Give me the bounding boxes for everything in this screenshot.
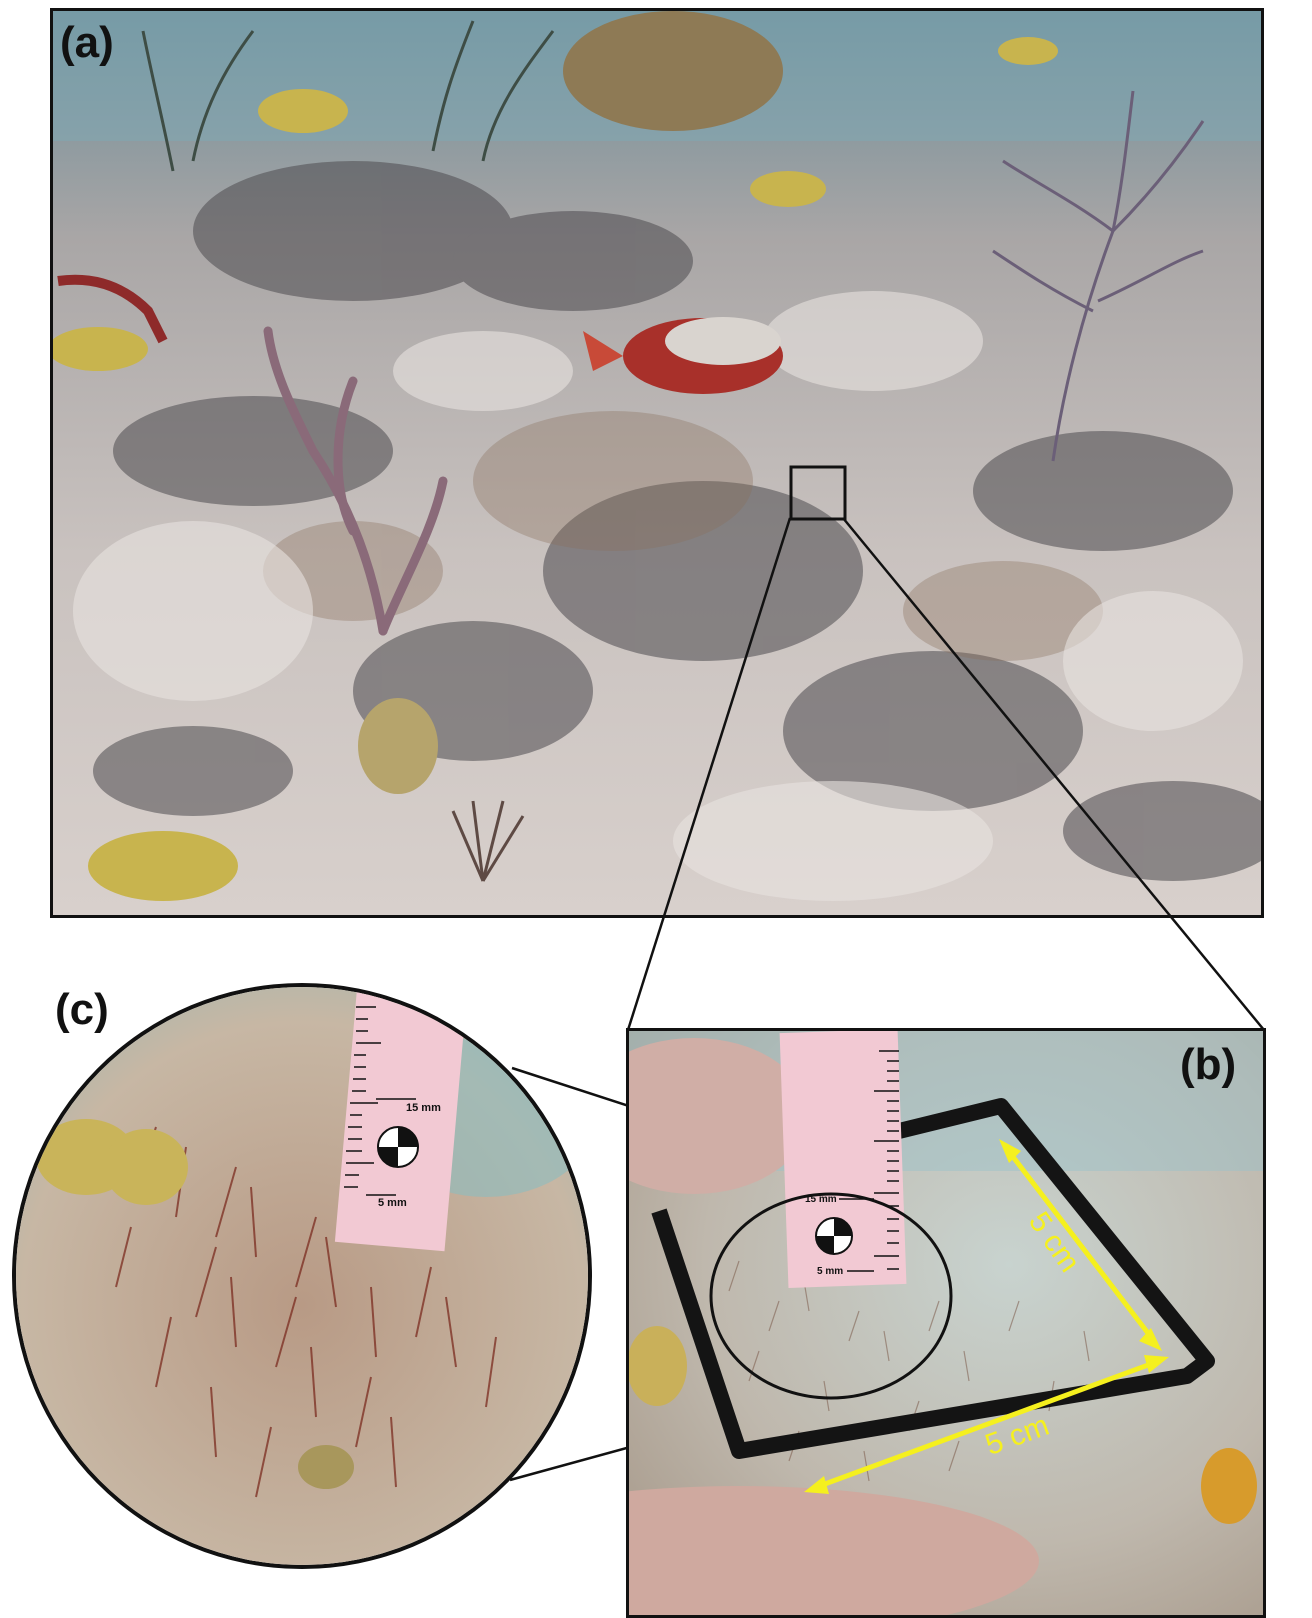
ruler-target-icon — [815, 1217, 853, 1255]
panel-label-a: (a) — [60, 18, 114, 67]
yellow-fish — [53, 37, 1058, 901]
ruler-label-15mm-c: 15 mm — [406, 1102, 441, 1114]
finger-bottom — [629, 1486, 1039, 1615]
soft-coral — [141, 20, 555, 172]
panel-label-b: (b) — [1180, 1040, 1237, 1089]
sea-plume — [451, 800, 525, 882]
parrotfish — [583, 317, 783, 394]
dimension-arrows — [804, 1139, 1169, 1494]
zoom-box-a — [789, 465, 847, 521]
ruler-label-15mm-b: 15 mm — [805, 1194, 837, 1205]
reef-scene-drawing — [53, 11, 1261, 915]
coral-head — [563, 11, 783, 131]
yellow-alga — [629, 1326, 687, 1406]
brain-coral — [358, 698, 438, 794]
orange-alga — [1201, 1448, 1257, 1524]
ruler-label-5mm-c: 5 mm — [378, 1197, 407, 1209]
panel-b-photo: 15 mm 5 mm 5 cm 5 cm — [626, 1028, 1266, 1618]
sea-rod — [263, 326, 448, 636]
red-turf-filaments — [115, 1126, 497, 1498]
ruler-label-5mm-b: 5 mm — [817, 1266, 844, 1277]
ruler-c — [334, 987, 468, 1252]
panel-label-c: (c) — [55, 985, 109, 1034]
quadrat-closeup-drawing — [629, 1031, 1263, 1615]
red-sponge — [57, 274, 168, 344]
finger-top — [629, 1038, 809, 1194]
panel-a-photo — [50, 8, 1264, 918]
sea-fan — [992, 90, 1205, 462]
ruler-b — [779, 1031, 907, 1288]
panel-c-photo: 15 mm 5 mm — [12, 983, 592, 1569]
magnifier-circle — [709, 1192, 953, 1400]
ruler-target-icon-c — [377, 1126, 419, 1168]
quadrat-frame — [651, 1098, 1215, 1459]
turf-algae-drawing — [16, 987, 588, 1565]
